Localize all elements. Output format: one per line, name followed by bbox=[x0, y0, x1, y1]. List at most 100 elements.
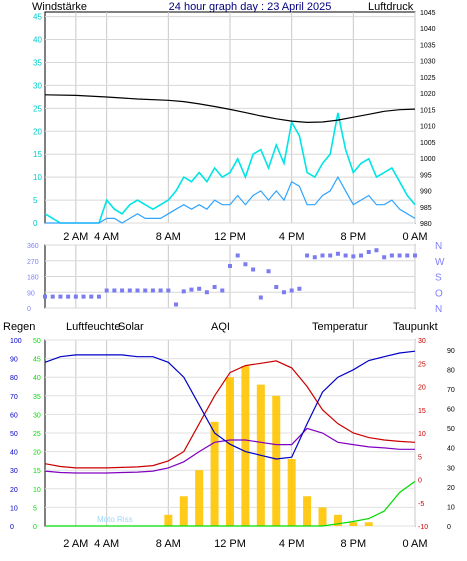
rain-line bbox=[45, 480, 416, 527]
humidity-tick-label: 60 bbox=[10, 412, 18, 419]
rain-tick-label: 10 bbox=[33, 487, 41, 494]
pressure-tick-label: 1015 bbox=[420, 107, 436, 114]
direction-point bbox=[320, 253, 325, 258]
rain-tick-label: 35 bbox=[33, 394, 41, 401]
rain-tick-label: 0 bbox=[33, 524, 37, 531]
rain-tick-label: 5 bbox=[33, 505, 37, 512]
direction-point bbox=[89, 294, 94, 299]
pressure-tick-label: 1045 bbox=[420, 10, 436, 17]
rain-tick-label: 40 bbox=[33, 375, 41, 382]
wind-direction-grid bbox=[45, 244, 416, 309]
time-tick-label: 2 AM bbox=[63, 231, 88, 243]
wind-tick-label: 0 bbox=[33, 219, 38, 228]
direction-point bbox=[405, 253, 410, 258]
direction-point bbox=[104, 288, 109, 293]
dewpoint-tick-label: 70 bbox=[447, 387, 455, 394]
temperature-line bbox=[44, 360, 416, 469]
direction-point bbox=[204, 290, 209, 295]
direction-point bbox=[228, 264, 232, 268]
direction-point bbox=[328, 253, 333, 258]
pressure-tick-label: 1035 bbox=[420, 42, 436, 49]
dewpoint-tick-label: 60 bbox=[447, 407, 455, 414]
wind-tick-label: 40 bbox=[33, 36, 42, 45]
humidity-tick-label: 10 bbox=[10, 505, 18, 512]
solar-bar bbox=[318, 507, 327, 526]
temperature-tick-label: 20 bbox=[418, 385, 426, 392]
wind-pressure-x-axis: 2 AM 4 AM 8 AM 12 PM 4 PM 8 PM 0 AM bbox=[63, 231, 427, 243]
temperature-tick-label: 10 bbox=[418, 431, 426, 438]
direction-point bbox=[359, 253, 364, 258]
dewpoint-line bbox=[44, 427, 415, 474]
pressure-tick-label: 995 bbox=[420, 172, 432, 179]
temperature-tick-label: 25 bbox=[418, 361, 426, 368]
temperature-tick-label: 5 bbox=[418, 454, 422, 461]
wind-tick-label: 30 bbox=[33, 81, 42, 90]
humidity-tick-label: 70 bbox=[10, 394, 18, 401]
wind-axis-left: 0 5 10 15 20 25 30 35 40 45 bbox=[33, 13, 42, 228]
direction-point bbox=[96, 294, 101, 299]
direction-point bbox=[112, 288, 117, 293]
direction-point bbox=[43, 294, 47, 299]
direction-point bbox=[258, 295, 263, 300]
pressure-tick-label: 1020 bbox=[420, 91, 436, 98]
direction-point bbox=[251, 267, 256, 272]
time-tick-label: 8 PM bbox=[340, 231, 366, 243]
wind-direction-axis: 0 90 180 270 360 bbox=[27, 243, 39, 313]
temperature-tick-label: 15 bbox=[418, 408, 426, 415]
humidity-tick-label: 20 bbox=[10, 487, 18, 494]
rain-tick-label: 30 bbox=[33, 412, 41, 419]
direction-point bbox=[266, 269, 271, 274]
direction-tick-label: 0 bbox=[27, 306, 31, 313]
humidity-tick-label: 80 bbox=[10, 375, 18, 382]
dewpoint-tick-label: 10 bbox=[447, 504, 455, 511]
pressure-axis-right: 980 985 990 995 1000 1005 1010 1015 1020 1025 1030… bbox=[420, 10, 436, 228]
time-tick-label: 12 PM bbox=[214, 231, 246, 243]
pressure-tick-label: 1005 bbox=[420, 140, 436, 147]
wind-tick-label: 20 bbox=[33, 127, 42, 136]
direction-point bbox=[305, 253, 310, 258]
solar-bar bbox=[364, 522, 373, 526]
direction-point bbox=[220, 288, 225, 293]
dewpoint-tick-label: 40 bbox=[447, 446, 455, 453]
legend-dewpoint: Taupunkt bbox=[393, 321, 438, 333]
direction-point bbox=[120, 288, 125, 293]
temperature-tick-label: -5 bbox=[418, 501, 424, 508]
direction-tick-label: 360 bbox=[27, 243, 39, 250]
direction-point bbox=[150, 288, 155, 293]
direction-point bbox=[297, 286, 302, 291]
direction-point bbox=[289, 288, 294, 293]
wind-tick-label: 5 bbox=[33, 196, 38, 205]
time-tick-label: 4 AM bbox=[94, 538, 119, 550]
time-tick-label: 12 PM bbox=[214, 538, 246, 550]
legend-humidity: Luftfeuchte bbox=[66, 321, 120, 333]
pressure-tick-label: 980 bbox=[420, 221, 432, 228]
uv-watermark: Moto Riss bbox=[97, 515, 133, 524]
direction-point bbox=[312, 255, 317, 260]
direction-point bbox=[374, 248, 379, 253]
solar-bar bbox=[164, 514, 173, 526]
direction-point bbox=[158, 288, 163, 293]
solar-bar bbox=[272, 395, 281, 526]
wind-tick-label: 10 bbox=[33, 173, 42, 182]
direction-point bbox=[281, 290, 286, 295]
compass-label: W bbox=[435, 257, 445, 268]
rain-tick-label: 20 bbox=[33, 450, 41, 457]
dewpoint-tick-label: 50 bbox=[447, 426, 455, 433]
wind-pressure-series bbox=[44, 94, 416, 224]
rain-tick-label: 50 bbox=[33, 338, 41, 345]
solar-bar bbox=[287, 459, 296, 526]
legend-solar: Solar bbox=[118, 321, 144, 333]
wind-tick-label: 45 bbox=[33, 13, 42, 22]
solar-bar bbox=[210, 421, 219, 526]
solar-bar bbox=[195, 470, 204, 526]
dewpoint-tick-label: 30 bbox=[447, 465, 455, 472]
wind-tick-label: 35 bbox=[33, 58, 42, 67]
direction-point bbox=[413, 253, 417, 258]
legend-temperature: Temperatur bbox=[312, 321, 368, 333]
legend-aqi: AQI bbox=[211, 321, 230, 333]
direction-point bbox=[351, 254, 356, 259]
compass-label: S bbox=[435, 273, 442, 284]
